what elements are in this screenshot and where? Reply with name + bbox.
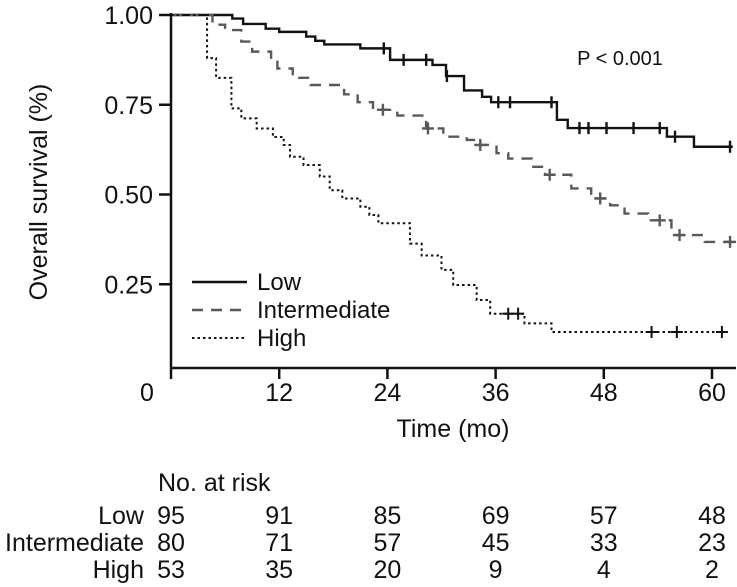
x-tick-label: 0: [140, 379, 154, 407]
at-risk-value: 4: [597, 556, 611, 584]
x-tick-label: 24: [373, 379, 401, 407]
axes: [169, 13, 736, 370]
censor-mark-intermediate: [724, 235, 737, 248]
curve-high: [171, 14, 726, 333]
at-risk-value: 48: [698, 502, 726, 530]
x-tick-label: 12: [265, 379, 293, 407]
censor-mark-high: [715, 325, 728, 338]
at-risk-value: 95: [157, 502, 185, 530]
x-axis-title: Time (mo): [397, 415, 510, 443]
censor-mark-intermediate: [376, 103, 389, 116]
x-tick-label: 60: [698, 379, 726, 407]
at-risk-value: 69: [482, 502, 510, 530]
at-risk-value: 9: [489, 556, 503, 584]
curve-intermediate: [171, 13, 733, 244]
at-risk-value: 57: [373, 529, 401, 557]
at-risk-value: 91: [265, 502, 293, 530]
censor-mark-intermediate: [653, 214, 666, 227]
censor-mark-high: [670, 325, 683, 338]
y-tick-label: 1.00: [104, 2, 153, 30]
at-risk-table: No. at risk Low 95 91 85 69 57 48 Intermediate 8…: [5, 469, 726, 584]
y-tick-label: 0.25: [104, 271, 153, 299]
at-risk-header: No. at risk: [158, 469, 271, 497]
censor-marks: [376, 42, 737, 338]
y-tick-label: 0.50: [104, 182, 153, 210]
y-axis-title: Overall survival (%): [25, 84, 53, 301]
censor-mark-high: [512, 307, 525, 320]
legend-label-high: High: [257, 325, 306, 352]
censor-mark-intermediate: [421, 122, 434, 135]
at-risk-value: 2: [705, 556, 719, 584]
x-tick-label: 36: [482, 379, 510, 407]
censor-mark-high: [645, 325, 658, 338]
at-risk-value: 80: [157, 529, 185, 557]
y-axis-ticks: 1.00 0.75 0.50 0.25: [104, 2, 171, 299]
at-risk-value: 85: [373, 502, 401, 530]
at-risk-value: 33: [590, 529, 618, 557]
p-value-annotation: P < 0.001: [577, 48, 663, 70]
x-axis-ticks: 0 12 24 36 48 60: [140, 368, 726, 407]
legend-label-intermediate: Intermediate: [257, 297, 390, 324]
survival-curves: [171, 13, 733, 333]
legend-label-low: Low: [257, 269, 302, 296]
at-risk-value: 71: [265, 529, 293, 557]
censor-mark-intermediate: [594, 192, 607, 205]
curve-low: [171, 13, 733, 148]
at-risk-row-label-low: Low: [98, 502, 145, 530]
at-risk-value: 20: [373, 556, 401, 584]
x-tick-label: 48: [590, 379, 618, 407]
censor-mark-intermediate: [673, 229, 686, 242]
at-risk-value: 23: [698, 529, 726, 557]
censor-mark-intermediate: [543, 168, 556, 181]
at-risk-value: 53: [157, 556, 185, 584]
at-risk-row-label-intermediate: Intermediate: [5, 529, 144, 557]
censor-mark-intermediate: [474, 138, 487, 151]
y-tick-label: 0.75: [104, 92, 153, 120]
at-risk-row-label-high: High: [93, 556, 144, 584]
at-risk-value: 35: [265, 556, 293, 584]
at-risk-value: 57: [590, 502, 618, 530]
at-risk-value: 45: [482, 529, 510, 557]
